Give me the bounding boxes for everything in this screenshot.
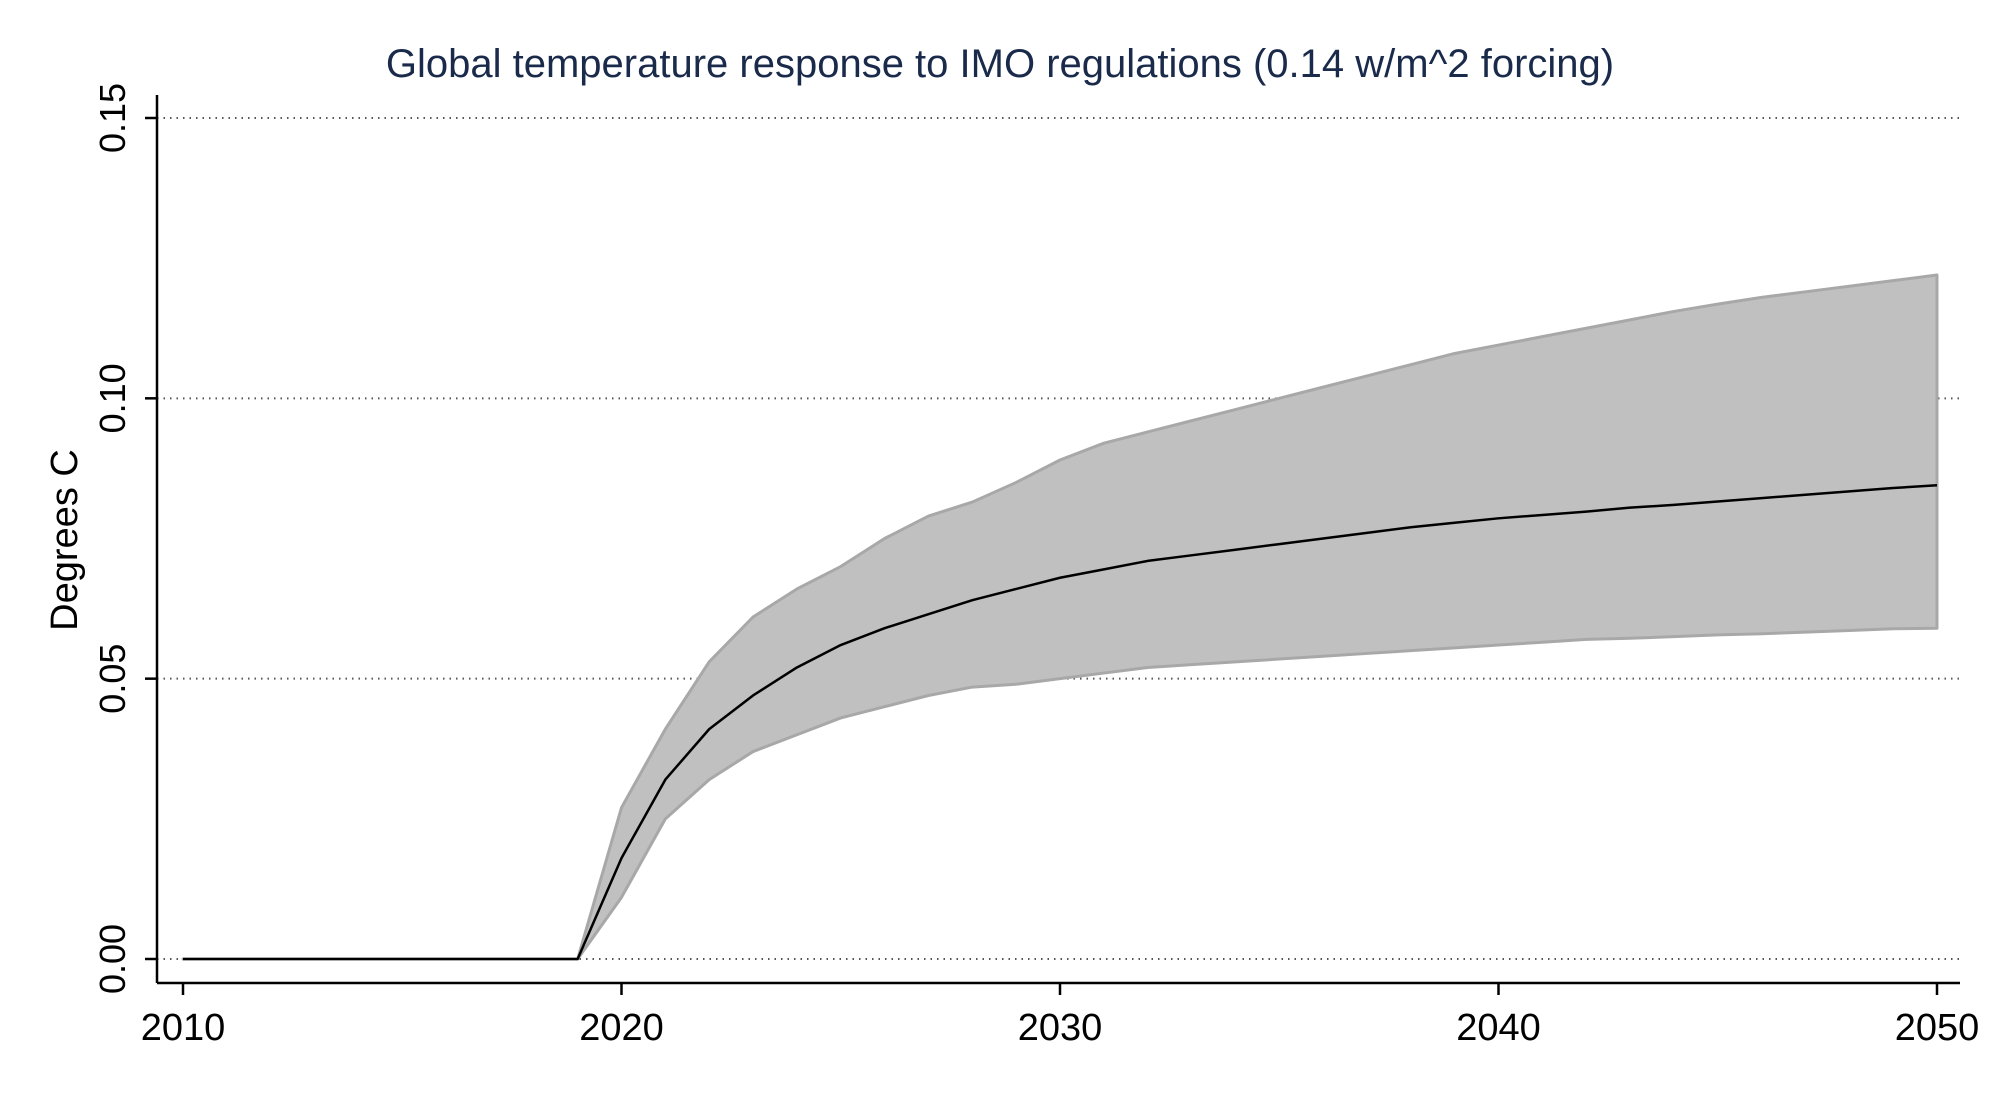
x-tick-label-4: 2050 <box>1895 1007 1980 1049</box>
y-tick-label-1: 0.05 <box>92 644 133 714</box>
x-tick-label-3: 2040 <box>1456 1007 1541 1049</box>
series-line-0 <box>183 483 1938 961</box>
tick-labels: 0.00 0.05 0.10 0.15 2010 2020 2030 2040 2050 <box>92 83 1979 1049</box>
y-tick-label-2: 0.10 <box>92 363 133 433</box>
y-axis-label: Degrees C <box>44 449 86 631</box>
x-tick-label-0: 2010 <box>141 1007 226 1049</box>
y-tick-label-3: 0.15 <box>92 83 133 153</box>
x-tick-label-2: 2030 <box>1018 1007 1103 1049</box>
x-tick-label-1: 2020 <box>579 1007 664 1049</box>
confidence-band-layer <box>181 273 1939 961</box>
chart-title: Global temperature response to IMO regul… <box>386 42 1614 86</box>
axes <box>145 95 1960 995</box>
confidence-band <box>181 273 1939 961</box>
series-line-layer <box>183 483 1938 961</box>
y-tick-label-0: 0.00 <box>92 924 133 994</box>
